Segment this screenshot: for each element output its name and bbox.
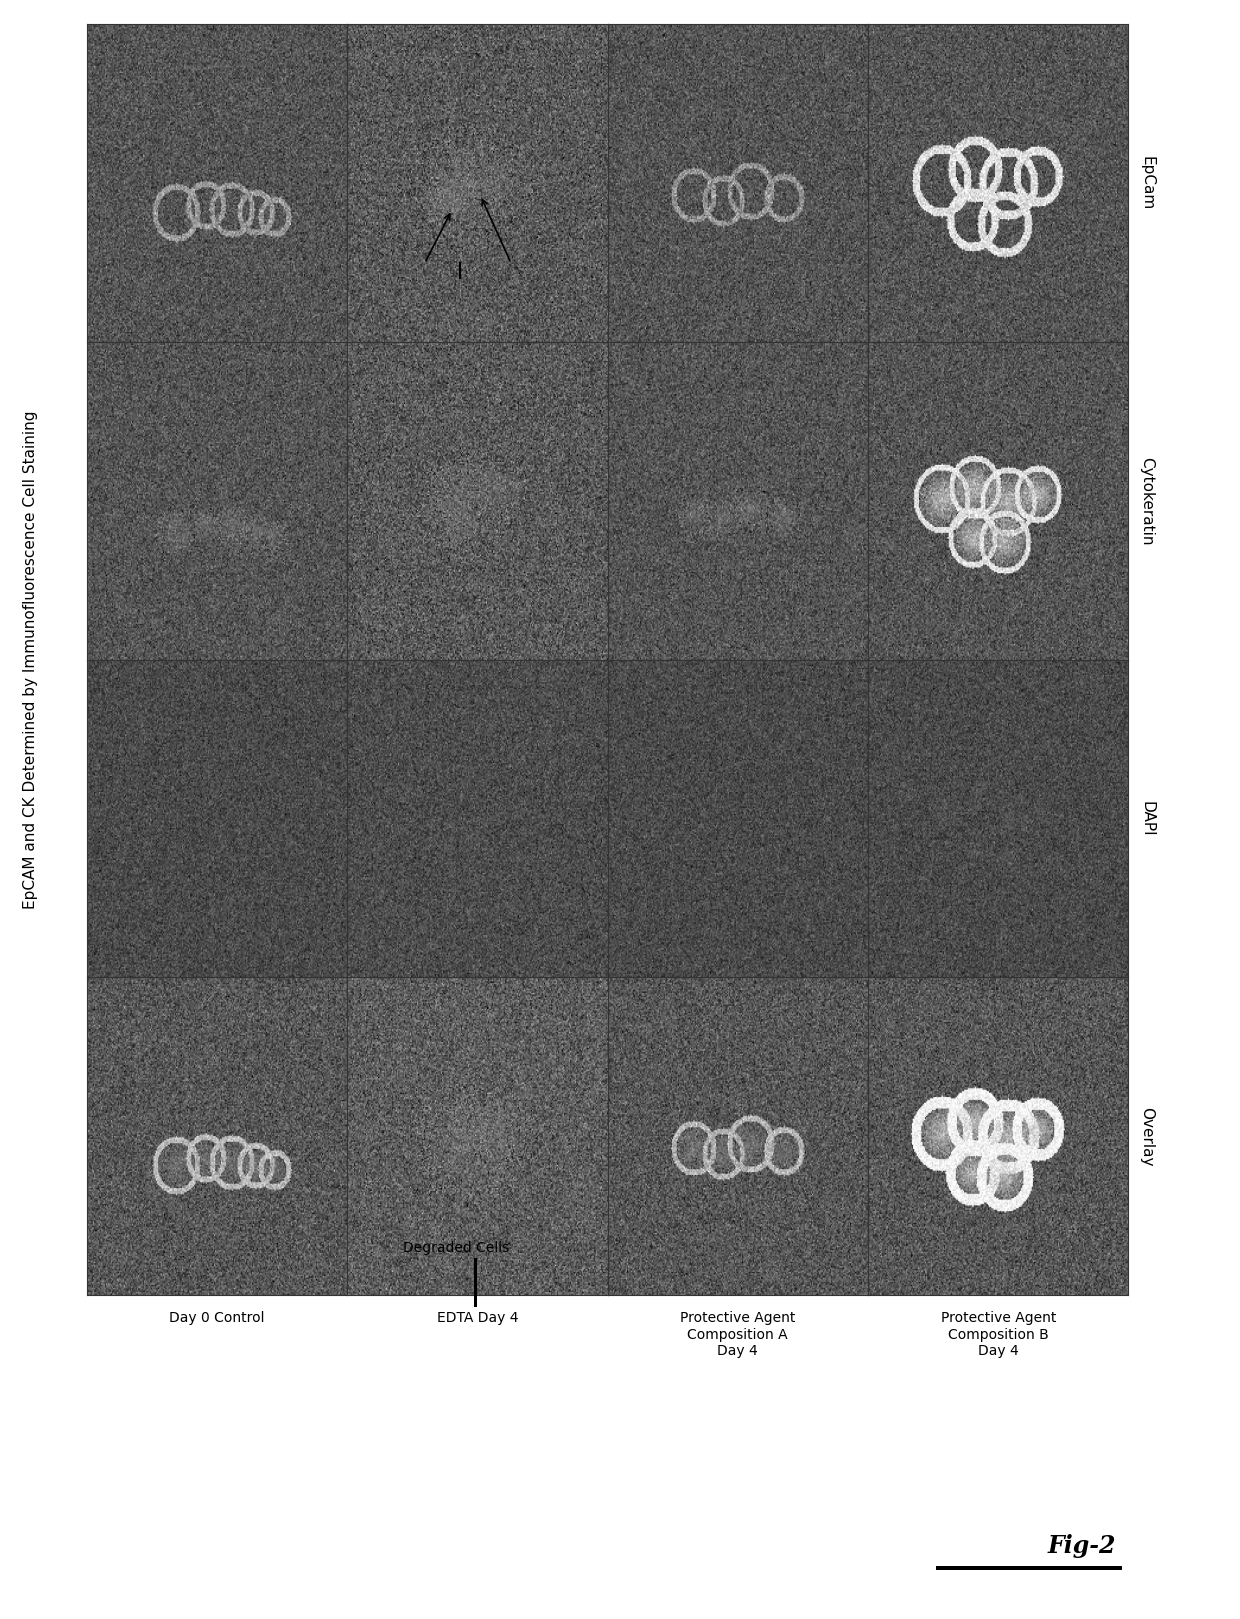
Text: Fig-2: Fig-2 [1048,1535,1116,1557]
Text: Cytokeratin: Cytokeratin [1140,457,1154,546]
Text: Protective Agent
Composition B
Day 4: Protective Agent Composition B Day 4 [940,1311,1056,1358]
Text: Degraded Cells: Degraded Cells [403,1240,510,1255]
Text: Day 0 Control: Day 0 Control [169,1311,265,1326]
Text: EDTA Day 4: EDTA Day 4 [436,1311,518,1326]
Text: DAPI: DAPI [1140,801,1154,837]
Text: Overlay: Overlay [1140,1106,1154,1166]
Text: EpCam: EpCam [1140,155,1154,210]
Text: EpCAM and CK Determined by Immunofluorescence Cell Staining: EpCAM and CK Determined by Immunofluores… [24,411,38,908]
Text: Protective Agent
Composition A
Day 4: Protective Agent Composition A Day 4 [680,1311,796,1358]
